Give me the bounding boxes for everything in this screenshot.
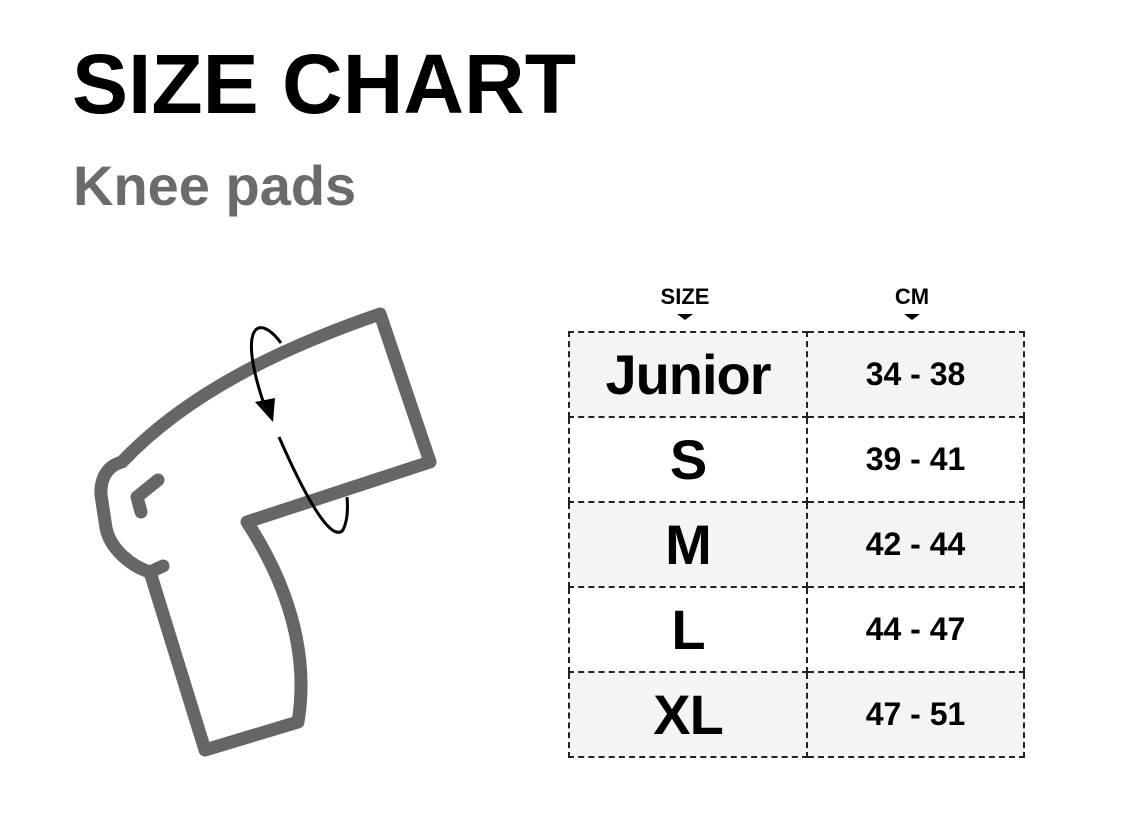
table-row: S 39 - 41 xyxy=(568,416,1025,503)
table-row: Junior 34 - 38 xyxy=(568,331,1025,418)
cm-cell: 44 - 47 xyxy=(806,586,1025,673)
header-cm-label: CM xyxy=(894,284,930,309)
page-subtitle: Knee pads xyxy=(73,154,357,217)
rotation-arrow-icon xyxy=(250,326,349,534)
header-size-label: SIZE xyxy=(660,284,710,309)
caret-down-icon xyxy=(677,314,693,320)
size-cell: S xyxy=(568,416,808,503)
kneecap-mark xyxy=(130,473,165,519)
table-row: M 42 - 44 xyxy=(568,501,1025,588)
size-cell: L xyxy=(568,586,808,673)
arrowhead xyxy=(255,398,275,422)
cm-cell: 42 - 44 xyxy=(806,501,1025,588)
knee-back-line xyxy=(143,559,170,579)
cm-cell: 34 - 38 xyxy=(806,331,1025,418)
size-cell: XL xyxy=(568,671,808,758)
caret-down-icon xyxy=(904,314,920,320)
cm-cell: 47 - 51 xyxy=(806,671,1025,758)
cm-cell: 39 - 41 xyxy=(806,416,1025,503)
column-header-size: SIZE xyxy=(625,284,745,320)
table-row: L 44 - 47 xyxy=(568,586,1025,673)
column-header-cm: CM xyxy=(852,284,972,320)
size-table: Junior 34 - 38 S 39 - 41 M 42 - 44 L 44 - 47… xyxy=(568,331,1025,758)
knee-outline-icon xyxy=(94,307,437,757)
size-cell: M xyxy=(568,501,808,588)
leg-outline xyxy=(94,307,437,757)
page-title: SIZE CHART xyxy=(72,37,576,131)
size-cell: Junior xyxy=(568,331,808,418)
table-row: XL 47 - 51 xyxy=(568,671,1025,758)
